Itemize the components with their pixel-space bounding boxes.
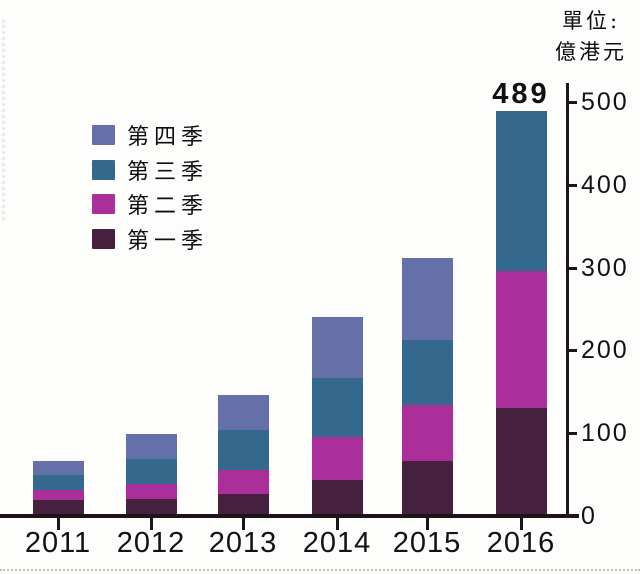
bar-segment-2014-第四季 [311, 317, 363, 378]
x-axis-line [0, 514, 579, 518]
x-tick-2012 [150, 517, 153, 530]
x-axis-label-2014: 2014 [302, 527, 372, 559]
bar-segment-2016-第三季 [495, 111, 547, 271]
y-tick-label-400: 400 [581, 170, 629, 199]
bar-segment-2015-第四季 [401, 257, 453, 341]
bar-segment-2012-第二季 [125, 483, 177, 500]
legend-label-q2: 第二季 [127, 194, 209, 219]
y-tick-100 [566, 432, 577, 436]
bar-segment-2015-第一季 [401, 460, 453, 516]
y-axis-line [566, 83, 569, 516]
legend-swatch-q3 [92, 160, 115, 180]
y-tick-label-200: 200 [581, 336, 629, 365]
x-axis-label-2016: 2016 [486, 527, 556, 559]
legend-item-q3: 第三季 [92, 157, 209, 185]
y-tick-label-300: 300 [581, 253, 629, 282]
unit-label-line1: 單位: [561, 9, 621, 33]
legend-item-q2: 第二季 [92, 191, 209, 219]
x-tick-2015 [426, 517, 429, 530]
legend-label-q4: 第四季 [127, 125, 209, 150]
bar-segment-2013-第三季 [217, 429, 269, 470]
bar-segment-2014-第二季 [311, 436, 363, 480]
legend-item-q4: 第四季 [92, 122, 209, 150]
y-tick-300 [566, 266, 577, 270]
y-tick-label-0: 0 [581, 502, 597, 530]
y-tick-label-100: 100 [581, 419, 629, 448]
scan-artifact-left [2, 20, 5, 220]
y-axis-unit-label: 單位: 億港元 [543, 6, 639, 68]
x-axis-label-2012: 2012 [116, 527, 186, 559]
y-tick-500 [566, 101, 577, 104]
x-tick-2011 [57, 517, 60, 530]
bar-segment-2011-第四季 [32, 461, 84, 475]
bar-segment-2013-第一季 [217, 494, 269, 516]
legend-swatch-q2 [92, 194, 115, 214]
bar-segment-2011-第一季 [32, 500, 84, 516]
legend-swatch-q4 [92, 125, 115, 145]
y-tick-400 [566, 183, 577, 187]
legend-label-q3: 第三季 [127, 160, 209, 185]
bar-segment-2012-第一季 [125, 499, 177, 516]
y-tick-label-500: 500 [581, 88, 629, 116]
bar-segment-2015-第二季 [401, 405, 453, 461]
legend-item-q1: 第一季 [92, 226, 209, 254]
bar-segment-2011-第二季 [32, 489, 84, 501]
bar-segment-2013-第四季 [217, 395, 269, 430]
bar-segment-2014-第三季 [311, 377, 363, 437]
bar-segment-2013-第二季 [217, 469, 269, 495]
x-tick-2013 [242, 517, 245, 530]
legend-swatch-q1 [92, 229, 115, 249]
total-label-2016: 489 [492, 78, 550, 111]
x-axis-label-2013: 2013 [208, 527, 278, 559]
x-tick-2016 [520, 517, 523, 530]
legend-label-q1: 第一季 [127, 229, 209, 254]
bar-segment-2011-第三季 [32, 474, 84, 490]
bar-segment-2014-第一季 [311, 479, 363, 516]
scan-artifact-bottom [0, 569, 640, 571]
x-axis-label-2015: 2015 [392, 527, 462, 559]
bar-segment-2012-第四季 [125, 434, 177, 459]
bar-segment-2016-第一季 [495, 407, 547, 516]
bar-segment-2012-第三季 [125, 458, 177, 484]
x-tick-2014 [336, 517, 339, 530]
bar-segment-2016-第二季 [495, 270, 547, 408]
unit-label-line2: 億港元 [555, 40, 627, 64]
bar-segment-2015-第三季 [401, 340, 453, 406]
y-tick-200 [566, 349, 577, 353]
x-axis-label-2011: 2011 [24, 527, 92, 559]
